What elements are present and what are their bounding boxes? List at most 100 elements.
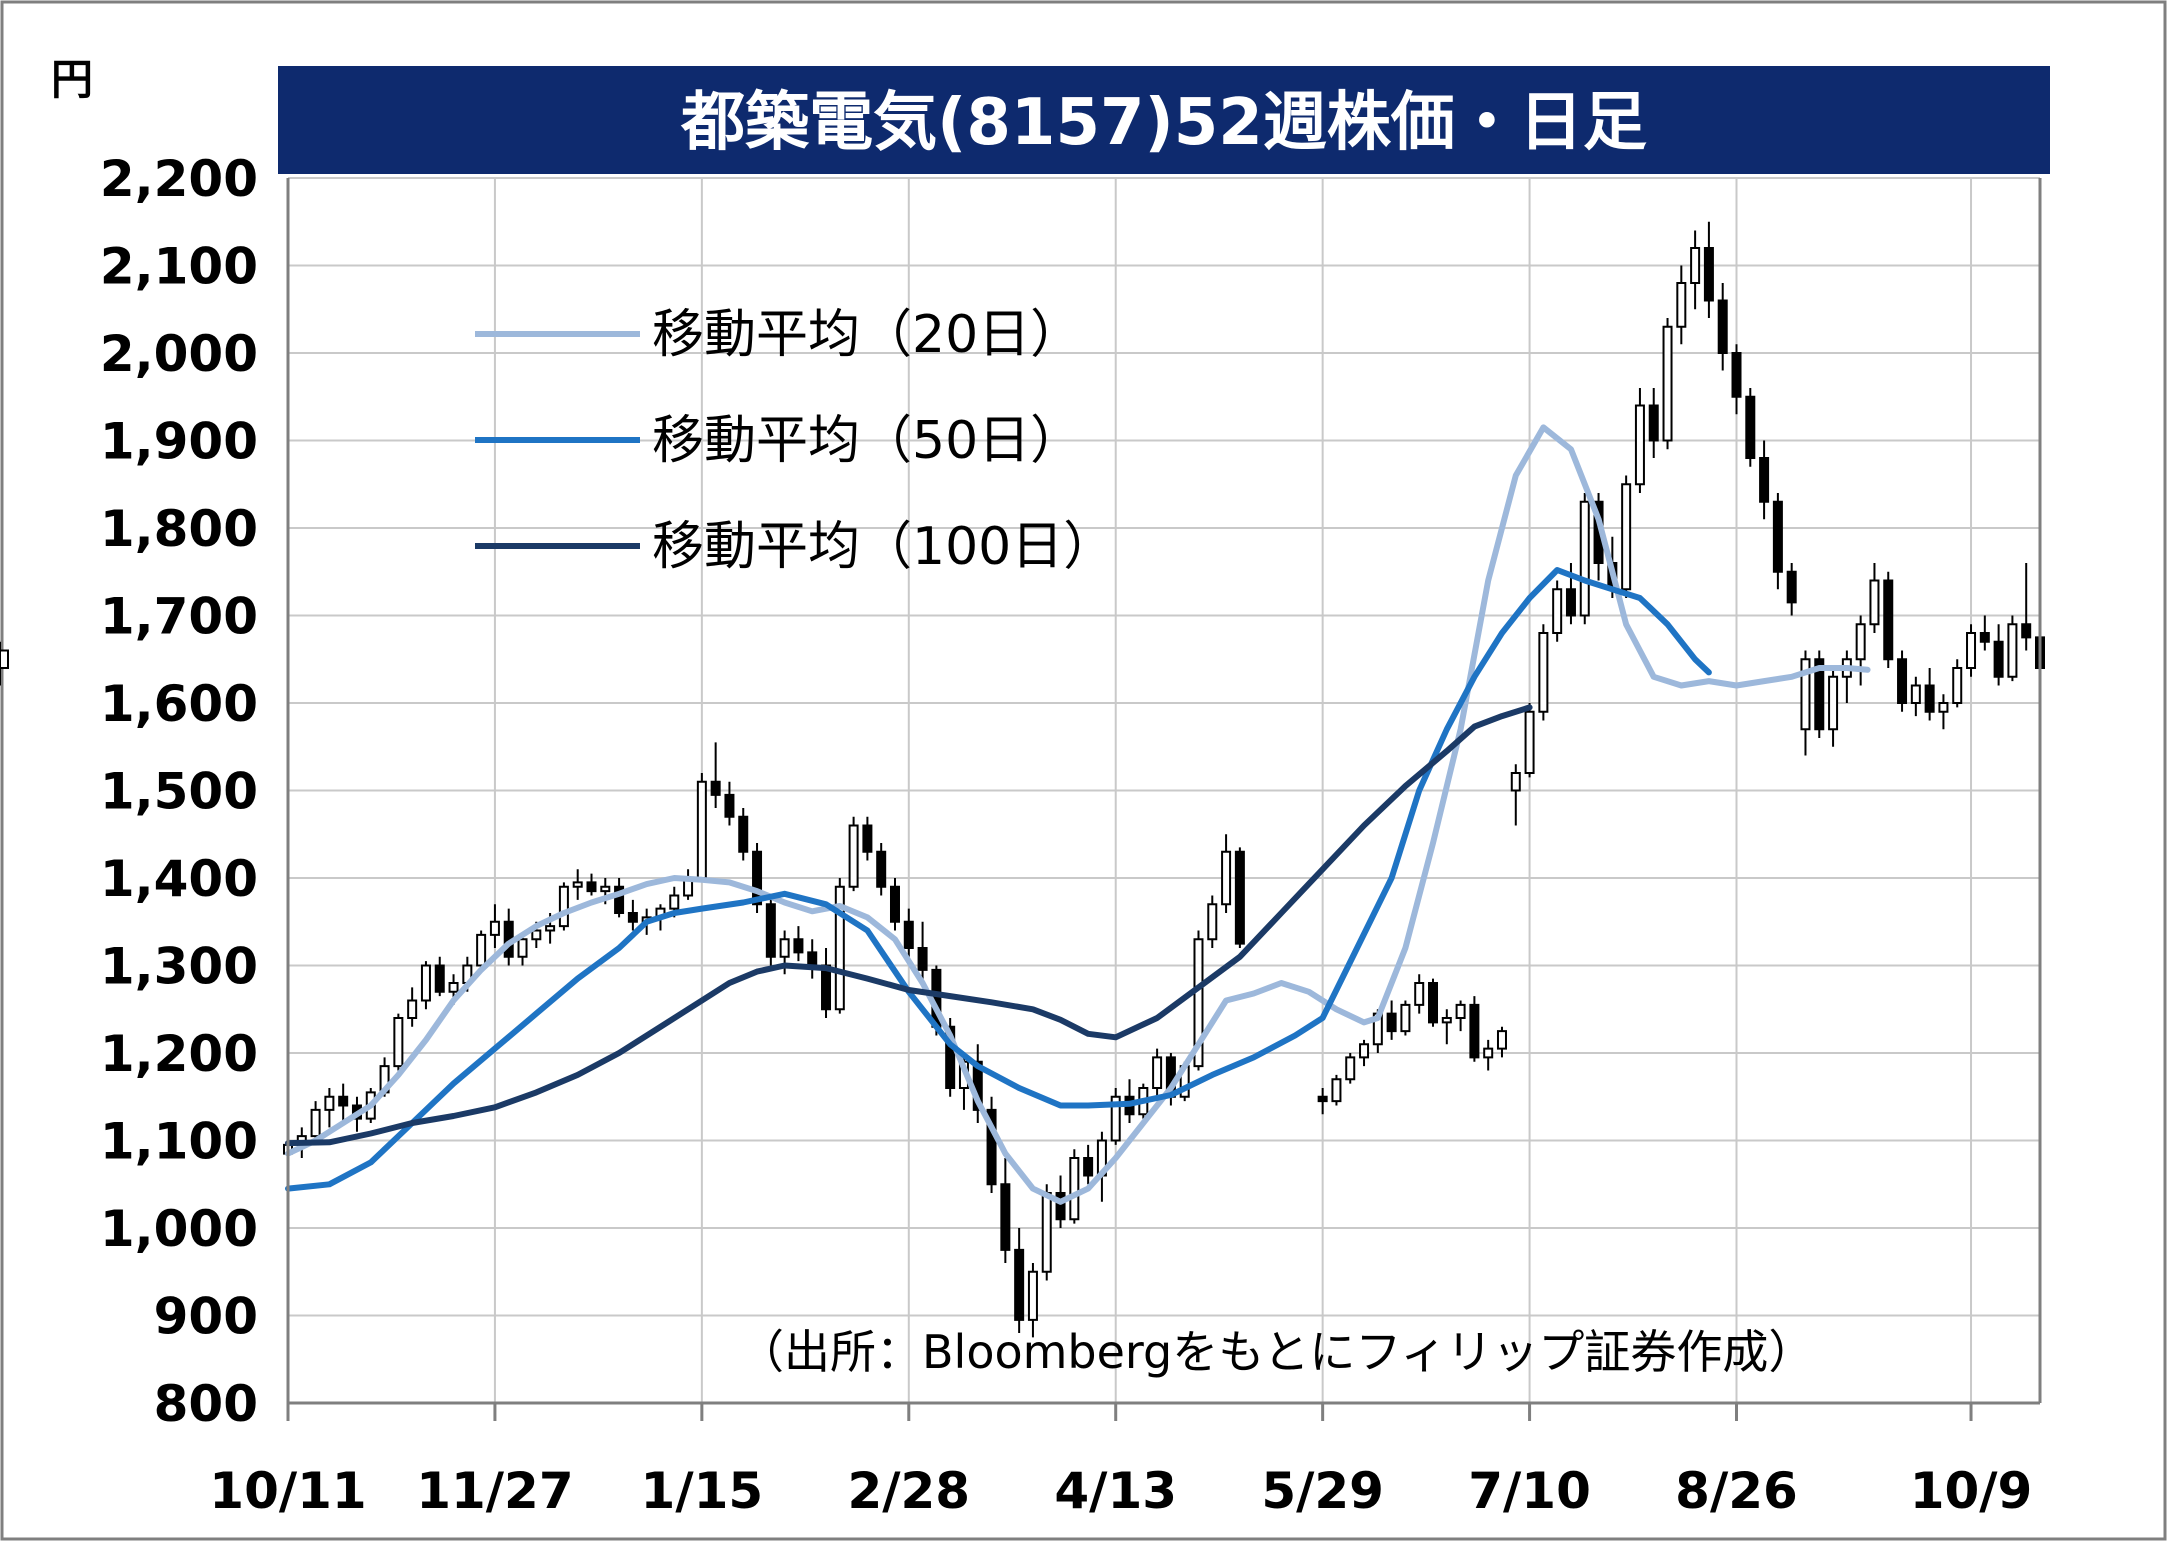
candle-body [1993, 640, 2004, 678]
candle-body [821, 964, 832, 1011]
candle-body [1662, 325, 1673, 442]
candle-body [1331, 1078, 1342, 1103]
candle-body [876, 850, 887, 888]
ma-line-ma50 [285, 567, 1712, 1192]
candle-body [1345, 1056, 1356, 1081]
candle-body [586, 881, 597, 893]
candle-body [393, 1017, 404, 1068]
y-tick-label: 1,100 [100, 1113, 258, 1171]
candle-body [558, 885, 569, 928]
candle-body [834, 885, 845, 1011]
candle-body [627, 912, 638, 923]
candle-body [310, 1108, 321, 1138]
x-tick-label: 11/27 [416, 1462, 573, 1520]
y-tick-label: 2,200 [100, 150, 258, 208]
candle-body [1069, 1157, 1080, 1221]
candle-body [889, 885, 900, 923]
candle-body [420, 964, 431, 1002]
x-tick-label: 5/29 [1261, 1462, 1384, 1520]
candle-body [545, 925, 556, 932]
y-tick-labels: 800 900 1,000 1,100 1,200 1,300 1,400 1,500 1,60… [100, 150, 258, 1433]
candle-body [1055, 1192, 1066, 1221]
candle-body [1648, 404, 1659, 442]
candle-body [793, 938, 804, 954]
y-unit-label: 円 [51, 55, 93, 104]
title-bar [278, 66, 2050, 174]
candle-body [1193, 938, 1204, 1068]
candle-body [1455, 1003, 1466, 1019]
candle-body [986, 1108, 997, 1186]
candle-body [1883, 579, 1894, 661]
candle-body [1731, 352, 1742, 398]
candle-body [1552, 588, 1563, 634]
candle-body [2021, 623, 2032, 639]
candle-body [1414, 982, 1425, 1006]
candle-body [1772, 500, 1783, 573]
candle-body [1441, 1017, 1452, 1024]
candles [0, 221, 2045, 1338]
legend-label-ma20: 移動平均（20日） [652, 305, 1082, 365]
candle-body [1110, 1095, 1121, 1142]
candle-body [1565, 588, 1576, 617]
axes [286, 178, 2042, 1421]
x-tick-label: 1/15 [641, 1462, 764, 1520]
y-tick-label: 1,500 [100, 763, 258, 821]
moving-averages [285, 424, 1871, 1205]
candle-body [1690, 247, 1701, 284]
candle-body [489, 920, 500, 936]
x-tick-label: 10/11 [209, 1462, 366, 1520]
candle-body [1814, 658, 1825, 731]
candle-body [1800, 658, 1811, 731]
candle-body [1579, 500, 1590, 617]
candle-body [1717, 299, 1728, 354]
candle-body [1469, 1003, 1480, 1059]
chart-title: 都築電気(8157)52週株価・日足 [680, 86, 1647, 160]
candle-body [862, 824, 873, 853]
candle-body [572, 881, 583, 888]
x-tick-labels: 10/11 11/27 1/15 2/28 4/13 5/29 7/10 8/26 10/9 [209, 1462, 2032, 1520]
candle-body [1621, 483, 1632, 591]
candle-body [1510, 772, 1521, 792]
candle-body [1386, 1012, 1397, 1033]
candle-body [1400, 1003, 1411, 1033]
candle-body [338, 1095, 349, 1107]
candle-body [1083, 1157, 1094, 1177]
candle-body [1676, 282, 1687, 328]
candle-body [945, 1025, 956, 1089]
y-tick-label: 1,300 [100, 938, 258, 996]
x-tick-label: 2/28 [847, 1462, 970, 1520]
y-tick-label: 1,800 [100, 500, 258, 558]
candle-body [1786, 570, 1797, 604]
legend: 移動平均（20日） 移動平均（50日） 移動平均（100日） [475, 305, 1115, 577]
legend-label-ma100: 移動平均（100日） [652, 517, 1115, 577]
candle-body [1966, 632, 1977, 669]
candle-body [1910, 684, 1921, 704]
candle-body [1428, 982, 1439, 1024]
candle-body [614, 885, 625, 914]
candle-body [1524, 710, 1535, 774]
candle-body [476, 933, 487, 967]
candle-body [1703, 247, 1714, 302]
y-tick-label: 1,200 [100, 1025, 258, 1083]
candle-body [1897, 658, 1908, 704]
y-tick-label: 1,600 [100, 675, 258, 733]
candle-body [1496, 1030, 1507, 1050]
x-tick-label: 8/26 [1675, 1462, 1798, 1520]
candle-body [1855, 623, 1866, 661]
candle-body [324, 1095, 335, 1111]
candle-body [848, 824, 859, 888]
y-tick-label: 1,900 [100, 413, 258, 471]
candle-body [765, 903, 776, 958]
candle-body [1952, 667, 1963, 704]
candle-body [1041, 1192, 1052, 1273]
legend-label-ma50: 移動平均（50日） [652, 411, 1082, 471]
candle-body [1938, 702, 1949, 713]
candle-body [407, 999, 418, 1019]
candle-body [0, 649, 9, 669]
candle-body [807, 951, 818, 967]
candle-body [2007, 623, 2018, 678]
candle-body [917, 947, 928, 971]
candle-body [779, 938, 790, 958]
